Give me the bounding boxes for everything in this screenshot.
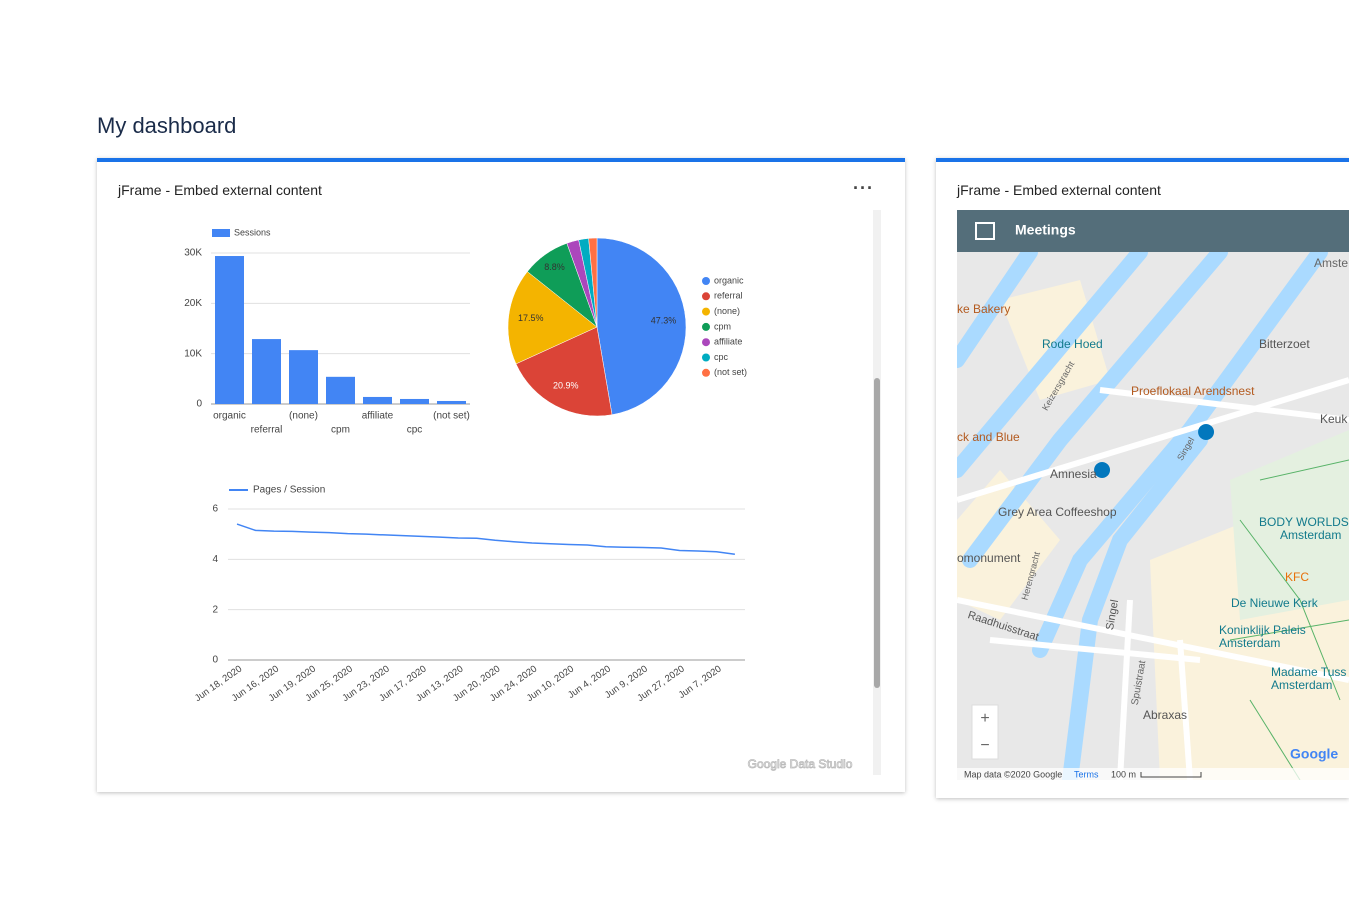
card-title: jFrame - Embed external content (957, 182, 1161, 198)
map-label: De Nieuwe Kerk (1231, 596, 1319, 610)
map-footer[interactable]: Terms (1074, 769, 1099, 779)
legend-label: affiliate (714, 337, 742, 347)
legend-label: cpc (714, 352, 729, 362)
zoom-in[interactable]: + (980, 710, 989, 727)
y-tick-label: 0 (196, 399, 202, 410)
map-label: Amsterdam (1280, 528, 1341, 542)
map-label: Rode Hoed (1042, 337, 1103, 351)
map-label: Proeflokaal Arendsnest (1131, 384, 1255, 398)
map-label: Bitterzoet (1259, 337, 1310, 351)
legend-label: (none) (714, 306, 740, 316)
legend-label: (not set) (714, 367, 747, 377)
map: Meetings Amste ke Bakery Rode Hoed Bitte… (957, 210, 1349, 780)
map-logo: Google (1290, 746, 1338, 762)
line (236, 523, 735, 556)
x-tick-label: cpc (407, 425, 423, 436)
map-label: Keuk (1320, 412, 1348, 426)
bar (400, 398, 429, 404)
legend-label: cpm (714, 321, 731, 331)
legend-label: Sessions (234, 227, 271, 237)
y-tick-label: 20K (184, 298, 202, 309)
y-tick-label: 0 (212, 655, 218, 666)
scrollbar-thumb[interactable] (874, 378, 880, 688)
map-label: Amnesia (1050, 467, 1097, 481)
bar (215, 256, 244, 404)
legend-swatch (702, 353, 710, 362)
page-title: My dashboard (97, 113, 237, 138)
bar (289, 350, 318, 404)
map-label: Amste (1314, 256, 1348, 270)
legend-label: organic (714, 275, 744, 285)
card-title: jFrame - Embed external content (118, 182, 322, 198)
bar (437, 400, 466, 404)
x-tick-label: (none) (289, 411, 318, 422)
legend-swatch (702, 277, 710, 285)
y-tick-label: 10K (184, 348, 202, 359)
map-label: Grey Area Coffeeshop (998, 505, 1117, 519)
map-label: Abraxas (1143, 708, 1187, 722)
map-label: Amsterdam (1271, 678, 1332, 692)
legend-label: Pages / Session (253, 485, 325, 496)
y-tick-label: 30K (184, 248, 202, 259)
map-label: KFC (1285, 570, 1309, 584)
bar (252, 339, 281, 404)
legend-swatch (702, 292, 710, 301)
y-tick-label: 6 (212, 504, 218, 515)
map-footer: 100 m (1111, 769, 1136, 779)
map-label: Amsterdam (1219, 636, 1280, 650)
map-label: ck and Blue (957, 430, 1020, 444)
y-tick-label: 2 (212, 604, 218, 615)
watermark: Google Data Studio (748, 757, 853, 771)
map-label: BODY WORLDS (1259, 515, 1349, 529)
legend-swatch (702, 322, 710, 331)
legend-swatch (702, 338, 710, 347)
bar (363, 396, 392, 404)
zoom-out[interactable]: − (980, 737, 989, 754)
street-label: Singel (1104, 599, 1121, 631)
map-label: ke Bakery (957, 302, 1010, 316)
map-footer: Map data ©2020 Google (964, 769, 1062, 779)
x-tick-label: affiliate (362, 411, 394, 422)
bar (326, 376, 355, 404)
data-label: 20.9% (553, 380, 579, 390)
data-label: 8.8% (544, 262, 565, 272)
pie-slice (515, 326, 613, 417)
x-tick-label: cpm (331, 425, 350, 436)
data-label: 47.3% (651, 316, 677, 326)
pie-slice (507, 271, 598, 365)
map-label: omonument (957, 551, 1021, 565)
legend-label: referral (714, 291, 743, 301)
legend-swatch (702, 368, 710, 377)
data-label: 17.5% (518, 313, 544, 323)
map-title: Meetings (1015, 222, 1076, 238)
map-label: Madame Tuss (1271, 665, 1346, 679)
pie-slice (588, 237, 598, 328)
x-tick-label: organic (213, 411, 246, 422)
legend-swatch (212, 229, 230, 237)
more-button[interactable]: ··· (853, 178, 874, 198)
x-tick-label: referral (251, 425, 283, 436)
x-tick-label: (not set) (433, 411, 470, 422)
pie-slice (596, 237, 687, 416)
legend-swatch (702, 307, 710, 316)
y-tick-label: 4 (212, 554, 218, 565)
map-label: Koninklijk Paleis (1219, 623, 1306, 637)
